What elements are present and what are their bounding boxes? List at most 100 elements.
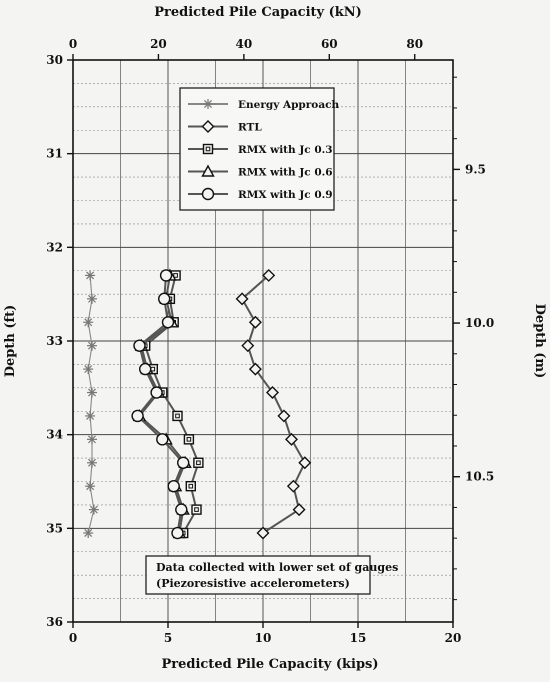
data-point — [88, 504, 99, 515]
left-tick-label: 35 — [46, 521, 63, 535]
marker-stroke — [84, 365, 93, 374]
marker-shape — [266, 386, 279, 400]
series-line — [87, 275, 95, 534]
right-tick-label: 10.5 — [465, 470, 494, 484]
right-axis-ticks: 9.5 10.0 10.5 — [453, 76, 494, 601]
top-tick-label: 0 — [69, 37, 77, 51]
marker-shape — [201, 120, 215, 133]
series-circle — [131, 269, 190, 540]
left-tick-label: 31 — [46, 147, 63, 161]
data-point — [266, 386, 279, 400]
marker-stroke — [88, 341, 96, 350]
legend-marker — [202, 143, 214, 155]
series-triangle — [132, 268, 192, 539]
marker-shape — [156, 433, 169, 446]
right-tick-label: 10.0 — [465, 316, 494, 330]
left-tick-label: 36 — [46, 615, 63, 629]
data-point — [161, 316, 175, 329]
marker-inner — [205, 146, 211, 152]
marker-shape — [138, 362, 152, 376]
marker-shape — [176, 456, 190, 469]
annotation-line-1: Data collected with lower set of gauges — [156, 561, 398, 574]
data-point — [241, 339, 255, 353]
data-point — [83, 317, 94, 328]
data-point — [183, 434, 195, 445]
marker-shape — [256, 526, 270, 540]
left-tick-label: 34 — [46, 428, 63, 442]
marker-stroke — [204, 100, 212, 108]
marker-shape — [292, 503, 306, 517]
marker-shape — [131, 409, 144, 423]
data-point — [159, 269, 173, 282]
bottom-tick-label: 0 — [69, 631, 77, 645]
series-asterisk — [83, 270, 99, 539]
data-point — [87, 457, 97, 468]
top-axis-title: Predicted Pile Capacity (kN) — [154, 5, 362, 20]
legend-label: RMX with Jc 0.9 — [238, 189, 333, 201]
top-tick-label: 80 — [406, 37, 423, 51]
legend-marker — [201, 187, 215, 201]
marker-shape — [286, 479, 300, 493]
legend-marker — [201, 164, 215, 177]
left-tick-label: 33 — [46, 334, 63, 348]
marker-inner — [188, 483, 194, 489]
marker-shape — [193, 457, 204, 468]
marker-shape — [248, 315, 262, 329]
data-point — [292, 503, 306, 517]
legend-label: RMX with Jc 0.3 — [238, 144, 333, 156]
marker-inner — [194, 507, 199, 512]
data-point — [235, 292, 249, 306]
bottom-tick-label: 20 — [445, 631, 462, 645]
marker-stroke — [88, 435, 96, 444]
data-point — [150, 386, 163, 399]
top-tick-label: 20 — [150, 37, 167, 51]
marker-inner — [175, 413, 180, 419]
marker-shape — [167, 479, 180, 493]
marker-shape — [285, 432, 298, 446]
x-axis-title: Predicted Pile Capacity (kips) — [161, 657, 378, 672]
marker-shape — [277, 409, 291, 423]
data-point — [138, 362, 152, 376]
data-point — [176, 456, 190, 469]
left-tick-label: 32 — [46, 240, 63, 254]
data-point — [83, 528, 94, 539]
marker-shape — [133, 339, 146, 352]
data-point — [85, 481, 96, 492]
marker-stroke — [89, 505, 98, 514]
left-tick-label: 30 — [46, 53, 63, 67]
marker-stroke — [84, 318, 93, 327]
legend-label: RTL — [238, 122, 262, 134]
bottom-axis-ticks: 0 5 10 15 20 — [69, 622, 462, 645]
marker-stroke — [88, 294, 96, 303]
data-point — [248, 362, 262, 376]
data-point — [87, 293, 97, 304]
legend-marker — [201, 120, 215, 133]
data-point — [167, 479, 180, 493]
right-tick-label: 9.5 — [465, 162, 486, 176]
marker-shape — [191, 504, 202, 515]
legend: Energy Approach RTL RMX with Jc 0.3 RMX wit… — [179, 87, 340, 211]
top-tick-label: 60 — [321, 37, 338, 51]
series-diamond — [235, 268, 312, 540]
series-layer — [83, 268, 312, 540]
marker-shape — [202, 143, 214, 155]
series-line — [136, 275, 185, 534]
legend-marker — [203, 99, 213, 109]
data-point — [87, 387, 97, 398]
annotation-box: Data collected with lower set of gauges … — [145, 555, 398, 595]
legend-label: RMX with Jc 0.6 — [238, 167, 333, 179]
data-point — [87, 434, 97, 445]
marker-shape — [241, 339, 255, 353]
data-point — [262, 268, 276, 282]
data-point — [156, 433, 169, 446]
data-point — [256, 526, 270, 540]
legend-label: Energy Approach — [238, 99, 340, 111]
series-line — [240, 274, 306, 534]
marker-shape — [172, 410, 183, 422]
marker-shape — [298, 456, 312, 470]
marker-stroke — [84, 529, 93, 537]
top-tick-label: 40 — [236, 37, 253, 51]
data-point — [157, 292, 171, 306]
marker-shape — [235, 292, 249, 306]
